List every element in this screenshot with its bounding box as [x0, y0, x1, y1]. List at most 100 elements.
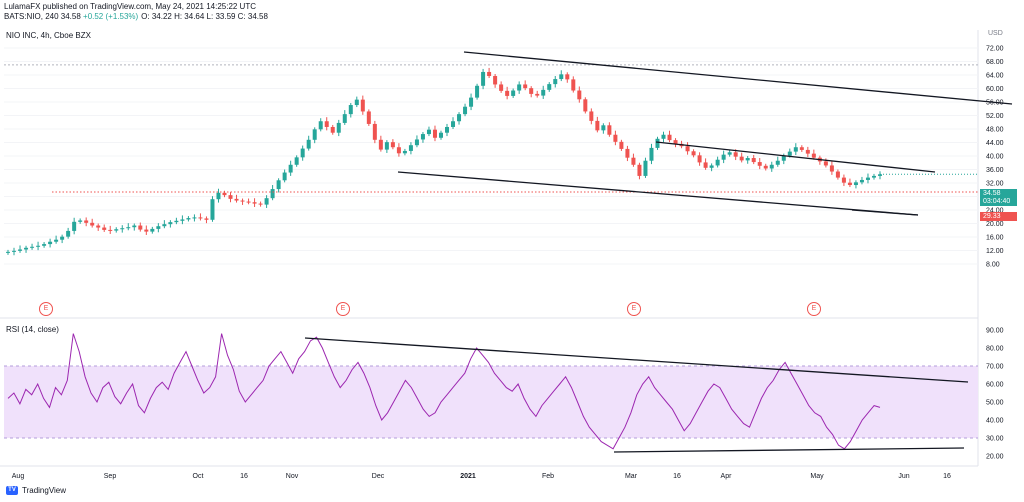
rsi-tick-label: 90.00 — [986, 328, 1004, 335]
candle-body — [805, 149, 810, 154]
candle-body — [306, 139, 311, 149]
candle-body — [48, 241, 53, 245]
time-tick-label: Apr — [721, 473, 733, 480]
candle-body — [42, 244, 47, 246]
time-tick-label: Feb — [542, 473, 554, 480]
candle-body — [493, 76, 498, 85]
price-tick-label: 12.00 — [986, 248, 1004, 255]
candle-body — [348, 105, 353, 115]
rsi-tick-label: 60.00 — [986, 382, 1004, 389]
candle-body — [673, 140, 678, 144]
candle-body — [847, 182, 852, 186]
candle-body — [438, 132, 443, 138]
candle-body — [445, 126, 450, 133]
candle-body — [78, 220, 83, 222]
price-tick-label: 40.00 — [986, 154, 1004, 161]
candle-body — [120, 228, 125, 230]
price-tick-label: 20.00 — [986, 221, 1004, 228]
candle-body — [114, 229, 119, 231]
candle-body — [234, 198, 239, 201]
candle-body — [132, 225, 137, 228]
price-tick-label: 8.00 — [986, 262, 1000, 269]
candle-body — [601, 125, 606, 131]
candle-body — [390, 142, 395, 148]
earnings-marker[interactable]: E — [807, 302, 821, 316]
candle-body — [583, 99, 588, 112]
time-tick-label: Aug — [12, 473, 25, 480]
price-trendline — [655, 141, 936, 173]
candle-body — [144, 229, 149, 232]
candle-body — [60, 236, 65, 240]
candle-body — [529, 88, 534, 94]
candle-body — [541, 89, 546, 96]
candle-body — [270, 189, 275, 199]
candle-body — [300, 148, 305, 158]
candle-body — [150, 228, 155, 232]
candle-body — [463, 106, 468, 115]
price-tick-label: 16.00 — [986, 235, 1004, 242]
candle-body — [384, 142, 389, 150]
candle-body — [246, 201, 251, 203]
candle-body — [487, 71, 492, 77]
candle-body — [475, 85, 480, 98]
rsi-tick-label: 50.00 — [986, 400, 1004, 407]
candle-body — [378, 139, 383, 150]
earnings-marker[interactable]: E — [336, 302, 350, 316]
candle-body — [312, 129, 317, 140]
earnings-marker[interactable]: E — [627, 302, 641, 316]
candle-body — [252, 202, 257, 204]
candle-body — [342, 114, 347, 123]
candle-body — [625, 148, 630, 158]
candle-body — [871, 175, 876, 178]
candle-body — [787, 151, 792, 156]
candle-body — [30, 246, 35, 248]
price-trendline — [397, 171, 919, 216]
time-tick-label: 16 — [673, 473, 681, 480]
candle-body — [697, 155, 702, 163]
candle-body — [751, 158, 756, 163]
rsi-trendline — [613, 447, 965, 453]
candle-body — [168, 222, 173, 225]
candle-body — [577, 90, 582, 100]
candle-body — [865, 177, 870, 180]
candle-body — [294, 157, 299, 165]
time-tick-label: Nov — [286, 473, 299, 480]
candle-body — [523, 84, 528, 89]
rsi-tick-label: 20.00 — [986, 454, 1004, 461]
rsi-tick-label: 40.00 — [986, 418, 1004, 425]
candle-body — [661, 134, 666, 139]
candle-body — [54, 239, 59, 242]
rsi-line — [7, 333, 881, 450]
rsi-legend[interactable]: RSI (14, close) — [6, 325, 59, 334]
candle-body — [595, 120, 600, 131]
candle-body — [481, 71, 486, 86]
time-tick-label: Dec — [372, 473, 385, 480]
price-tick-label: 64.00 — [986, 73, 1004, 80]
time-tick-label: Mar — [625, 473, 638, 480]
candle-body — [216, 192, 221, 200]
candle-body — [643, 160, 648, 176]
rsi-band — [4, 366, 978, 438]
candle-body — [559, 74, 564, 80]
candle-body — [366, 111, 371, 124]
candle-body — [745, 158, 750, 161]
main-chart-legend[interactable]: NIO INC, 4h, Cboe BZX — [6, 31, 91, 40]
candle-body — [535, 93, 540, 96]
candle-body — [457, 114, 462, 122]
rsi-tick-label: 70.00 — [986, 364, 1004, 371]
candle-body — [288, 164, 293, 173]
tradingview-logo[interactable]: TV TradingView — [6, 486, 66, 495]
earnings-marker[interactable]: E — [39, 302, 53, 316]
candle-body — [24, 247, 29, 250]
price-tick-label: 24.00 — [986, 208, 1004, 215]
candle-body — [841, 177, 846, 183]
candle-body — [835, 171, 840, 178]
price-tick-label: 48.00 — [986, 127, 1004, 134]
candle-body — [408, 145, 413, 151]
candle-body — [414, 139, 419, 146]
price-tick-label: 44.00 — [986, 140, 1004, 147]
symbol-line: BATS:NIO, 240 34.58 +0.52 (+1.53%) O: 34.… — [4, 12, 268, 22]
candle-body — [571, 79, 576, 91]
candle-body — [715, 159, 720, 166]
